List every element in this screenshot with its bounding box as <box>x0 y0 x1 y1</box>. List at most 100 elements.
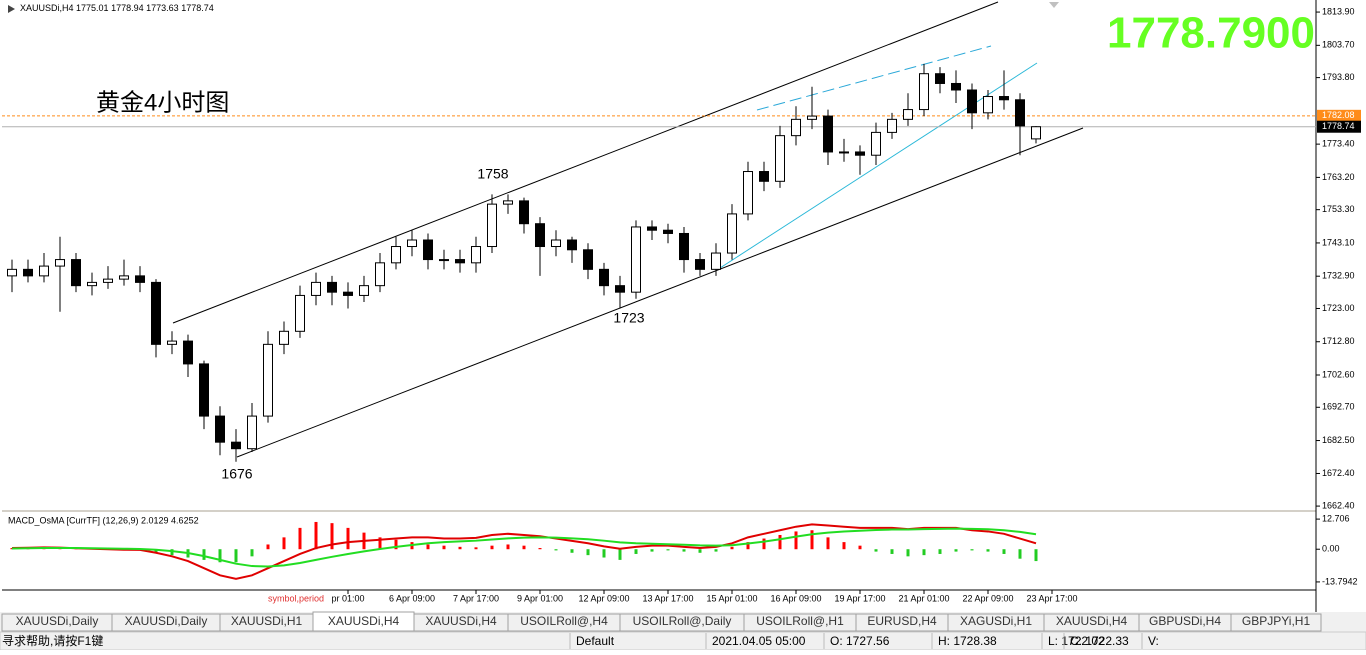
status-item: Default <box>576 634 615 648</box>
histogram-bar <box>1034 549 1038 562</box>
candle-body <box>759 171 769 182</box>
annotation: 1676 <box>221 466 252 482</box>
candle-body <box>215 415 225 443</box>
candle-body <box>999 96 1009 101</box>
tab-label[interactable]: USOILRoll@,H1 <box>756 614 844 628</box>
candle-body <box>887 118 897 133</box>
hdr-close: 1778.74 <box>181 3 214 13</box>
candle-body <box>791 118 801 137</box>
y-tick-label: 1702.60 <box>1322 369 1355 379</box>
macd-title: MACD_OsMA [CurrTF] (12,26,9) 2.0129 4.62… <box>8 515 199 525</box>
histogram-bar <box>282 537 286 550</box>
candle-body <box>439 259 449 262</box>
candle-body <box>807 115 817 120</box>
histogram-bar <box>858 545 862 550</box>
histogram-bar <box>314 521 318 550</box>
x-tick-label: 7 Apr 17:00 <box>453 593 499 603</box>
tab-label[interactable]: GBPUSDi,H4 <box>1149 614 1221 628</box>
candle-body <box>103 278 113 283</box>
histogram-bar <box>682 549 686 552</box>
candle-body <box>935 73 945 84</box>
candle-body <box>407 239 417 248</box>
tab-label[interactable]: XAUUSDi,H4 <box>425 614 497 628</box>
tab-label[interactable]: XAUUSDi,H4 <box>328 614 400 628</box>
bid-label-bg <box>1317 120 1361 133</box>
histogram-bar <box>490 545 494 550</box>
tab-label[interactable]: XAUUSDi,Daily <box>125 614 208 628</box>
histogram-bar <box>426 544 430 550</box>
x-tick-label: 12 Apr 09:00 <box>578 593 629 603</box>
candle-body <box>263 343 273 417</box>
candle-body <box>615 285 625 293</box>
candle-body <box>359 285 369 296</box>
candle-body <box>87 281 97 287</box>
candle-body <box>727 213 737 254</box>
y-tick-label: 12.706 <box>1322 513 1350 523</box>
histogram-bar <box>522 545 526 550</box>
hdr-low: 1773.63 <box>146 3 179 13</box>
histogram-bar <box>714 549 718 552</box>
candle-body <box>951 82 961 91</box>
status-bar <box>0 631 1366 651</box>
histogram-bar <box>570 549 574 553</box>
histogram-bar <box>698 549 702 553</box>
histogram-bar <box>474 547 478 550</box>
histogram-bar <box>730 546 734 550</box>
candle-body <box>7 268 17 277</box>
tab-label[interactable]: XAUUSDi,H4 <box>1056 614 1128 628</box>
histogram-bar <box>378 537 382 550</box>
candle-body <box>119 275 129 280</box>
candle-body <box>983 96 993 114</box>
histogram-bar <box>634 549 638 554</box>
candle-body <box>295 294 305 332</box>
y-tick-label: 1803.70 <box>1322 40 1355 50</box>
candle-body <box>679 232 689 261</box>
tab-label[interactable]: USOILRoll@,H4 <box>520 614 608 628</box>
chart-header: XAUUSDi,H4 1775.01 1778.94 1773.63 1778.… <box>20 3 214 13</box>
histogram-bar <box>218 549 222 563</box>
status-item: L: 1722.02 <box>1048 634 1105 648</box>
candle-body <box>471 246 481 264</box>
candle-body <box>855 151 865 156</box>
tab-label[interactable]: XAGUSDi,H1 <box>960 614 1032 628</box>
histogram-bar <box>810 530 814 550</box>
candle-body <box>183 340 193 365</box>
histogram-bar <box>346 527 350 550</box>
histogram-bar <box>602 549 606 558</box>
ask-label-bg <box>1317 109 1361 122</box>
candle-body <box>55 259 65 267</box>
y-tick-label: 1692.70 <box>1322 402 1355 412</box>
histogram-bar <box>458 546 462 550</box>
candle-body <box>39 265 49 277</box>
histogram-bar <box>202 549 206 560</box>
tab-label[interactable]: XAUUSDi,Daily <box>16 614 99 628</box>
candle-body <box>519 200 529 225</box>
channel-lower <box>236 127 1084 458</box>
tab-label[interactable]: XAUUSDi,H1 <box>231 614 303 628</box>
tab-label[interactable]: USOILRoll@,Daily <box>633 614 732 628</box>
tab-label[interactable]: GBPJPYi,H1 <box>1242 614 1311 628</box>
x-tick-label: 22 Apr 09:00 <box>962 593 1013 603</box>
candle-body <box>1015 99 1025 127</box>
histogram-bar <box>970 549 974 551</box>
histogram-bar <box>666 549 670 551</box>
status-item: 寻求帮助,请按F1键 <box>2 634 103 648</box>
candle-body <box>279 330 289 345</box>
tab[interactable] <box>1230 613 1322 632</box>
candle-body <box>487 203 497 248</box>
macd-line <box>11 523 1037 580</box>
candle-body <box>743 171 753 215</box>
tab-label[interactable]: EURUSD,H4 <box>867 614 937 628</box>
candle-body <box>375 262 385 287</box>
candle-body <box>631 226 641 293</box>
y-tick-label: 1712.80 <box>1322 336 1355 346</box>
histogram-bar <box>874 549 878 552</box>
histogram-bar <box>538 548 542 550</box>
candle-body <box>663 229 673 234</box>
x-tick-label: 16 Apr 09:00 <box>770 593 821 603</box>
candle-body <box>151 281 161 345</box>
candle-body <box>247 415 257 450</box>
candle-body <box>551 239 561 248</box>
candle-body <box>391 246 401 264</box>
